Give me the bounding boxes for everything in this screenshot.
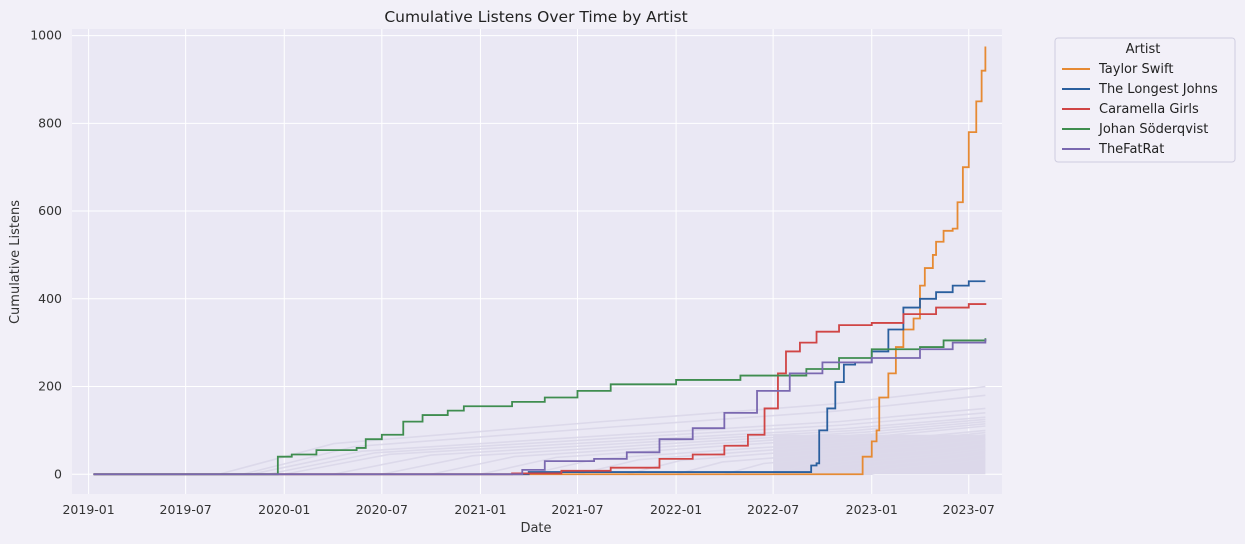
y-tick-label: 0: [54, 466, 62, 481]
series-line: [93, 338, 987, 476]
legend-label: Caramella Girls: [1099, 102, 1199, 117]
y-tick-label: 400: [38, 291, 62, 306]
y-tick-label: 800: [38, 115, 62, 130]
series-line: [93, 339, 987, 476]
x-tick-label: 2022-07: [747, 502, 799, 517]
legend-label: Taylor Swift: [1098, 62, 1173, 77]
legend-box: [1054, 37, 1236, 163]
x-tick-label: 2021-01: [454, 502, 506, 517]
y-tick-labels: 0 200 400 600 800 1000: [30, 28, 62, 482]
y-axis-label: Cumulative Listens: [8, 200, 23, 324]
x-axis-label: Date: [520, 521, 551, 536]
x-tick-label: 2022-01: [650, 502, 702, 517]
x-tick-label: 2023-01: [846, 502, 898, 517]
series-line: [93, 303, 987, 476]
x-tick-label: 2019-01: [62, 502, 114, 517]
legend-title: Artist: [1126, 42, 1161, 57]
series-lines: [93, 46, 987, 476]
x-tick-label: 2021-07: [551, 502, 603, 517]
x-tick-label: 2020-07: [356, 502, 408, 517]
y-tick-label: 200: [38, 379, 62, 394]
x-tick-labels: 2019-01 2019-07 2020-01 2020-07 2021-01 2021-…: [62, 502, 994, 517]
legend-label: TheFatRat: [1098, 142, 1164, 157]
series-line: [93, 280, 986, 476]
legend: Artist Taylor Swift The Longest Johns Cara…: [1054, 37, 1236, 163]
plot-area: [72, 29, 1002, 494]
series-line: [93, 46, 987, 476]
x-tick-label: 2020-01: [258, 502, 310, 517]
x-tick-label: 2019-07: [160, 502, 212, 517]
y-tick-label: 600: [38, 203, 62, 218]
legend-label: The Longest Johns: [1098, 82, 1218, 97]
x-tick-label: 2023-07: [943, 502, 995, 517]
chart-title: Cumulative Listens Over Time by Artist: [384, 8, 687, 26]
legend-label: Johan Söderqvist: [1098, 122, 1208, 137]
y-tick-label: 1000: [30, 28, 62, 43]
